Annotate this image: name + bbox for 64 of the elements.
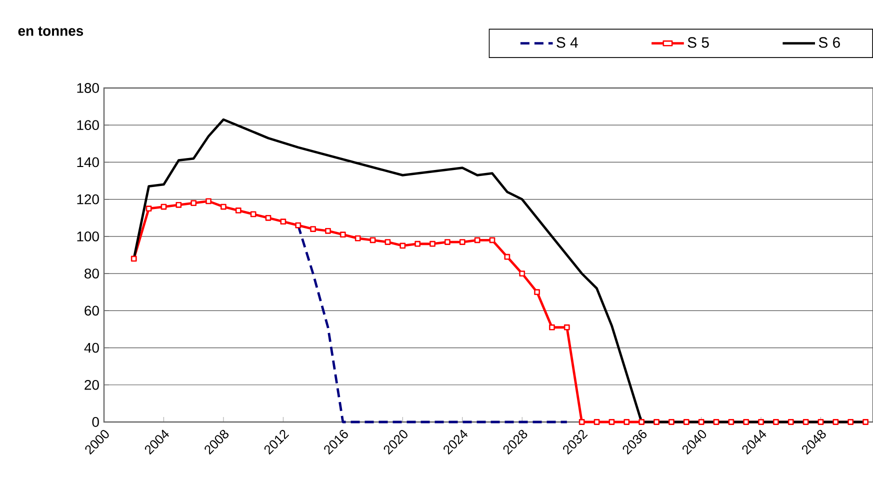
y-axis-title: en tonnes [18, 26, 84, 36]
legend-label: S 5 [688, 37, 709, 48]
point [206, 198, 212, 204]
point [130, 256, 137, 262]
point [549, 324, 555, 330]
y-tick-label: 120 [77, 194, 99, 204]
point [354, 235, 361, 242]
point [802, 419, 809, 425]
point [608, 419, 615, 425]
point [310, 226, 316, 232]
point [713, 419, 720, 425]
point [862, 419, 868, 425]
point [444, 239, 450, 245]
point [430, 240, 436, 247]
point [728, 419, 734, 425]
y-tick-label: 80 [84, 268, 99, 278]
point [146, 206, 152, 212]
y-tick-label: 60 [84, 306, 99, 316]
point [788, 419, 794, 425]
point [624, 419, 630, 425]
point [638, 419, 645, 425]
legend-label: S 4 [556, 37, 578, 48]
point [235, 208, 242, 214]
point [340, 232, 346, 238]
point [758, 419, 764, 425]
point [190, 200, 197, 206]
point [564, 324, 570, 330]
point [250, 211, 256, 218]
y-tick-label: 100 [77, 231, 99, 242]
point [414, 240, 421, 247]
y-tick-label: 140 [77, 157, 99, 168]
y-tick-label: 180 [77, 83, 99, 93]
point [280, 218, 286, 225]
point [698, 419, 704, 425]
point [384, 239, 391, 245]
point [220, 204, 226, 210]
point [668, 419, 674, 425]
point [176, 202, 182, 208]
point [683, 419, 690, 425]
point [773, 419, 779, 425]
y-tick-label: 40 [84, 342, 99, 353]
point [743, 419, 750, 425]
point [400, 242, 406, 249]
point [578, 419, 585, 425]
point [504, 254, 510, 260]
point [594, 419, 600, 425]
point [370, 237, 376, 244]
y-tick-label: 0 [92, 417, 99, 427]
point [265, 214, 272, 221]
point [160, 204, 167, 210]
y-tick-label: 20 [84, 380, 99, 390]
point [848, 419, 854, 425]
point [489, 237, 496, 244]
point [519, 270, 526, 276]
point [474, 237, 480, 244]
point [459, 239, 466, 245]
point [654, 419, 660, 425]
point [534, 289, 540, 296]
point [295, 222, 302, 228]
point [832, 419, 839, 425]
legend-label: S 6 [818, 37, 840, 48]
y-tick-label: 160 [77, 120, 99, 130]
point [818, 419, 824, 425]
point [325, 228, 331, 234]
